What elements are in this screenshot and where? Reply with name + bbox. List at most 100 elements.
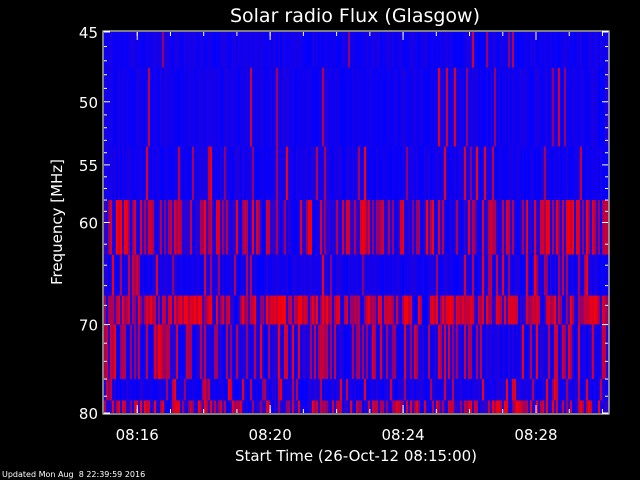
spectrogram-cell (442, 200, 445, 255)
spectrogram-cell (356, 67, 359, 147)
spectrogram-cell (446, 379, 449, 401)
spectrogram-cell (338, 254, 341, 296)
spectrogram-cell (126, 324, 129, 380)
spectrogram-cell (592, 200, 595, 255)
spectrogram-cell (552, 324, 555, 380)
spectrogram-cell (294, 400, 297, 413)
spectrogram-cell (414, 67, 417, 147)
spectrogram-cell (334, 32, 337, 68)
spectrogram-cell (476, 379, 479, 401)
spectrogram-cell (302, 146, 305, 201)
spectrogram-cell (578, 254, 581, 296)
spectrogram-cell (358, 146, 361, 201)
spectrogram-cell (132, 146, 135, 201)
spectrogram-cell (490, 146, 493, 201)
spectrogram-cell (192, 254, 195, 296)
spectrogram-cell (108, 400, 111, 413)
spectrogram-cell (500, 254, 503, 296)
spectrogram-cell (346, 254, 349, 296)
spectrogram-cell (384, 146, 387, 201)
spectrogram-cell (582, 146, 585, 201)
spectrogram-cell (244, 324, 247, 380)
spectrogram-cell (186, 254, 189, 296)
spectrogram-cell (572, 67, 575, 147)
spectrogram-cell (300, 146, 303, 201)
spectrogram-cell (602, 32, 605, 68)
spectrogram-cell (330, 324, 333, 380)
spectrogram-cell (332, 254, 335, 296)
spectrogram-cell (564, 379, 567, 401)
spectrogram-cell (218, 146, 221, 201)
spectrogram-cell (578, 324, 581, 380)
spectrogram-cell (306, 200, 309, 255)
spectrogram-cell (470, 295, 473, 325)
spectrogram-cell (278, 200, 281, 255)
spectrogram-cell (438, 295, 441, 325)
spectrogram-cell (116, 400, 119, 413)
spectrogram-cell (336, 146, 339, 201)
spectrogram-cell (162, 32, 165, 68)
spectrogram-cell (280, 200, 283, 255)
spectrogram-cell (136, 324, 139, 380)
spectrogram-cell (530, 200, 533, 255)
spectrogram-cell (302, 400, 305, 413)
spectrogram-cell (156, 379, 159, 401)
spectrogram-cell (196, 400, 199, 413)
spectrogram-cell (564, 400, 567, 413)
spectrogram-cell (248, 254, 251, 296)
spectrogram-cell (334, 400, 337, 413)
spectrogram-cell (264, 324, 267, 380)
spectrogram-cell (558, 200, 561, 255)
spectrogram-cell (578, 32, 581, 68)
spectrogram-cell (380, 254, 383, 296)
spectrogram-cell (452, 324, 455, 380)
spectrogram-cell (254, 324, 257, 380)
spectrogram-cell (468, 379, 471, 401)
spectrogram-cell (524, 254, 527, 296)
spectrogram-cell (558, 400, 561, 413)
spectrogram-cell (496, 200, 499, 255)
spectrogram-cell (472, 200, 475, 255)
spectrogram-cell (470, 32, 473, 68)
spectrogram-cell (558, 67, 561, 147)
spectrogram-cell (284, 400, 287, 413)
spectrogram-cell (528, 32, 531, 68)
spectrogram-cell (444, 295, 447, 325)
spectrogram-cell (406, 200, 409, 255)
spectrogram-cell (424, 400, 427, 413)
spectrogram-cell (410, 254, 413, 296)
spectrogram-cell (210, 146, 213, 201)
spectrogram-cell (276, 379, 279, 401)
spectrogram-cell (250, 32, 253, 68)
spectrogram-cell (592, 324, 595, 380)
spectrogram-cell (492, 67, 495, 147)
spectrogram-cell (390, 379, 393, 401)
spectrogram-cell (344, 324, 347, 380)
spectrogram-cell (232, 32, 235, 68)
spectrogram-cell (260, 379, 263, 401)
spectrogram-cell (304, 200, 307, 255)
spectrogram-cell (514, 400, 517, 413)
spectrogram-cell (228, 295, 231, 325)
spectrogram-cell (218, 295, 221, 325)
spectrogram-cell (214, 67, 217, 147)
spectrogram-cell (150, 200, 153, 255)
spectrogram-cell (584, 324, 587, 380)
spectrogram-cell (412, 295, 415, 325)
spectrogram-cell (192, 32, 195, 68)
spectrogram-cell (198, 32, 201, 68)
spectrogram-cell (230, 400, 233, 413)
spectrogram-cell (172, 200, 175, 255)
spectrogram-cell (596, 146, 599, 201)
spectrogram-cell (144, 146, 147, 201)
y-tick-label: 50 (79, 94, 98, 112)
spectrogram-cell (590, 254, 593, 296)
spectrogram-cell (204, 32, 207, 68)
spectrogram-cell (136, 295, 139, 325)
spectrogram-cell (536, 324, 539, 380)
spectrogram-cell (430, 254, 433, 296)
spectrogram-cell (162, 295, 165, 325)
spectrogram-cell (498, 32, 501, 68)
spectrogram-cell (460, 379, 463, 401)
spectrogram-cell (282, 200, 285, 255)
